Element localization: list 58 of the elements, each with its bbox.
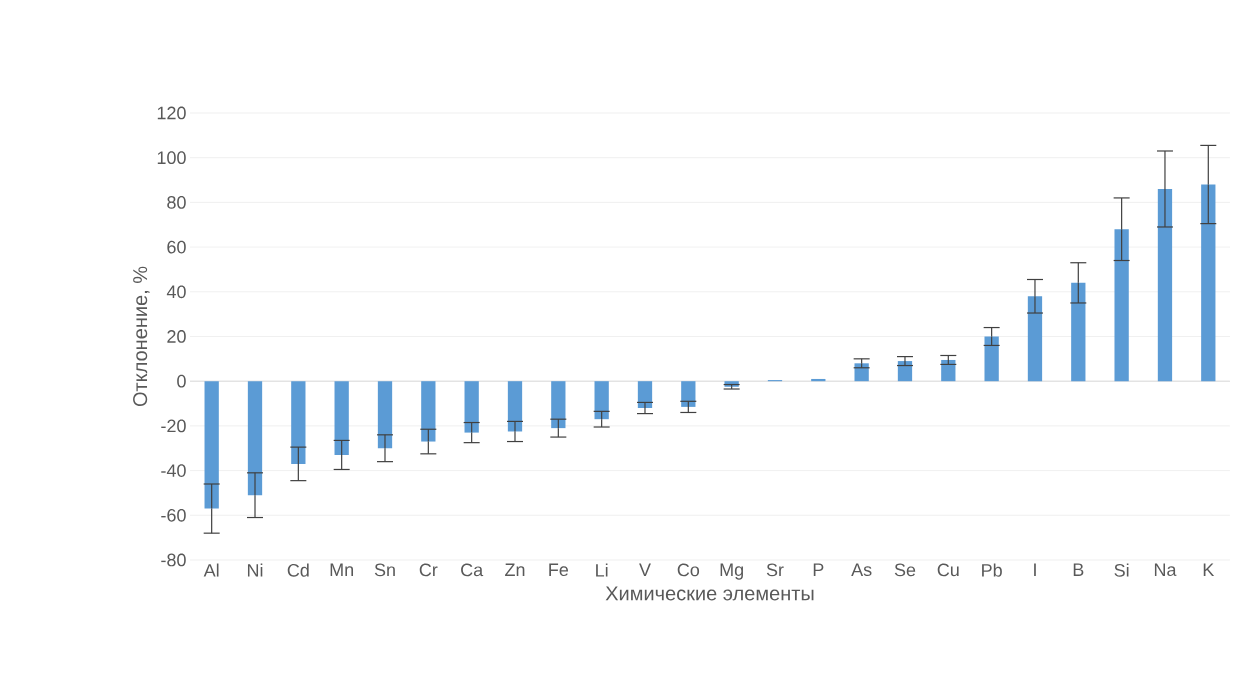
x-tick-label: Mg (720, 563, 743, 580)
y-tick-label: -20 (161, 419, 186, 433)
x-tick-label: Fe (549, 563, 569, 577)
x-tick-label: As (851, 563, 872, 577)
bar (941, 359, 956, 382)
x-tick-label: B (1073, 563, 1084, 576)
bar (984, 336, 999, 382)
y-tick-label: 0 (177, 374, 186, 388)
bar (464, 381, 479, 433)
bar (247, 381, 263, 496)
x-tick-label: Mn (330, 563, 353, 576)
bar (507, 381, 523, 432)
y-tick-label: 40 (166, 285, 186, 299)
y-axis-title: Отклонение, % (133, 266, 150, 407)
x-tick-label: Si (1114, 563, 1129, 577)
y-tick-label: 80 (167, 196, 186, 209)
x-tick-label: Co (677, 563, 700, 577)
bar (1157, 188, 1173, 382)
x-tick-label: Sn (374, 563, 395, 577)
x-tick-label: I (1034, 563, 1036, 576)
x-tick-label: Cu (937, 563, 959, 577)
x-tick-label: Li (596, 563, 608, 577)
bar (1114, 229, 1129, 382)
bar (637, 381, 653, 409)
x-tick-label: Pb (982, 563, 1002, 577)
x-tick-label: Al (203, 563, 219, 577)
y-tick-label: -40 (161, 464, 186, 477)
bar (1071, 282, 1086, 382)
bar (334, 381, 349, 455)
bar (681, 381, 696, 407)
x-tick-label: Na (1154, 563, 1177, 577)
x-tick-label: Ca (461, 563, 484, 577)
bar (594, 381, 609, 420)
x-tick-label: Sr (766, 563, 784, 577)
x-tick-label: Ni (247, 563, 263, 577)
x-tick-label: Se (894, 563, 916, 577)
bar (551, 381, 566, 429)
bar (854, 363, 869, 382)
y-tick-label: 100 (157, 151, 186, 165)
x-tick-label: Cd (287, 563, 309, 577)
bar (421, 381, 436, 442)
x-tick-label: V (639, 563, 651, 576)
x-tick-label: K (1203, 563, 1215, 576)
bar (1027, 296, 1043, 382)
x-tick-label: P (813, 563, 824, 576)
bar (291, 381, 306, 464)
y-tick-label: -60 (161, 508, 186, 522)
bar (204, 381, 219, 509)
x-tick-label: Zn (505, 563, 525, 576)
bar (897, 361, 913, 382)
y-tick-label: 20 (167, 330, 186, 343)
bar (1201, 184, 1216, 382)
x-axis-title: Химические элементы (605, 586, 814, 601)
y-tick-label: 120 (157, 106, 186, 120)
y-tick-label: -80 (161, 553, 186, 567)
y-tick-label: 60 (167, 240, 186, 254)
bar (377, 381, 393, 449)
x-tick-label: Cr (419, 563, 438, 577)
